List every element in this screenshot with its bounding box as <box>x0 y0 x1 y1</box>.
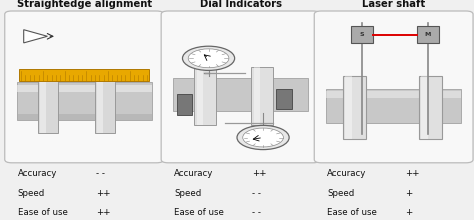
Bar <box>17 82 152 120</box>
Text: Ease of use: Ease of use <box>18 208 67 217</box>
Text: Accuracy: Accuracy <box>174 169 213 178</box>
Text: ++: ++ <box>252 169 266 178</box>
Circle shape <box>237 125 289 150</box>
Bar <box>95 73 115 133</box>
Text: Ease of use: Ease of use <box>174 208 224 217</box>
Bar <box>351 26 373 43</box>
Text: +: + <box>405 208 412 217</box>
Text: Laser shaft: Laser shaft <box>362 0 425 9</box>
Bar <box>17 114 152 120</box>
Text: Speed: Speed <box>18 189 45 198</box>
Bar <box>326 89 461 123</box>
Bar <box>40 73 46 133</box>
Text: Speed: Speed <box>327 189 354 198</box>
Bar <box>254 67 260 125</box>
Bar <box>419 76 442 139</box>
Bar <box>417 26 439 43</box>
Bar <box>38 73 58 133</box>
FancyBboxPatch shape <box>161 11 320 163</box>
Text: M: M <box>425 32 431 37</box>
Bar <box>276 89 292 109</box>
Text: +: + <box>405 189 412 198</box>
Bar <box>251 67 273 125</box>
Text: Accuracy: Accuracy <box>327 169 366 178</box>
Text: - -: - - <box>96 169 105 178</box>
Circle shape <box>188 49 229 68</box>
Bar <box>97 73 103 133</box>
Text: ++: ++ <box>405 169 419 178</box>
Text: Dial Indicators: Dial Indicators <box>200 0 282 9</box>
Polygon shape <box>24 30 47 43</box>
FancyBboxPatch shape <box>314 11 473 163</box>
Text: Ease of use: Ease of use <box>327 208 377 217</box>
Bar <box>326 92 461 98</box>
Bar <box>197 67 203 125</box>
Bar <box>17 85 152 92</box>
Text: - -: - - <box>252 208 261 217</box>
Circle shape <box>182 46 235 70</box>
Text: ++: ++ <box>96 189 110 198</box>
Text: ++: ++ <box>96 208 110 217</box>
Bar <box>345 76 352 139</box>
Text: S: S <box>359 32 364 37</box>
Text: Straightedge alignment: Straightedge alignment <box>17 0 152 9</box>
Bar <box>173 78 308 111</box>
Bar <box>194 67 216 125</box>
Circle shape <box>243 128 283 147</box>
Bar <box>19 69 149 81</box>
Bar <box>177 94 192 116</box>
Bar <box>421 76 428 139</box>
Text: - -: - - <box>252 189 261 198</box>
FancyBboxPatch shape <box>5 11 164 163</box>
Bar <box>343 76 366 139</box>
Text: Accuracy: Accuracy <box>18 169 57 178</box>
Text: Speed: Speed <box>174 189 201 198</box>
